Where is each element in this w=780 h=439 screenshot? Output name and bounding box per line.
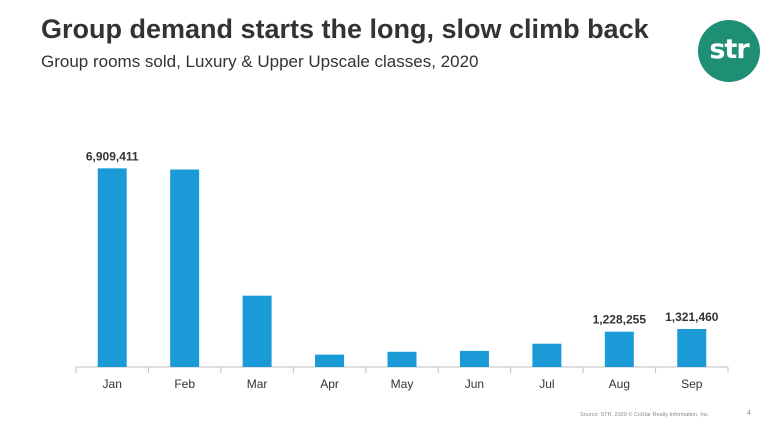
page-number: 4 (747, 410, 751, 417)
x-tick-label: Feb (174, 377, 195, 391)
bar-aug (604, 331, 634, 367)
bar-mar (242, 295, 272, 367)
data-label: 1,228,255 (593, 313, 647, 327)
str-logo: str (698, 20, 760, 82)
bar-jun (459, 350, 489, 367)
x-tick-label: Aug (609, 377, 630, 391)
slide-subtitle: Group rooms sold, Luxury & Upper Upscale… (41, 52, 479, 71)
x-tick-label: Jun (465, 377, 484, 391)
bar-feb (170, 169, 200, 367)
logo-text: str (709, 33, 749, 65)
source-note: Source: STR. 2020 © CoStar Realty Inform… (580, 412, 710, 418)
data-label: 6,909,411 (86, 149, 139, 163)
bar-sep (677, 329, 707, 367)
x-tick-label: Sep (681, 377, 703, 391)
data-label: 1,321,460 (665, 310, 719, 324)
x-tick-label: May (391, 377, 414, 391)
x-tick-label: Jul (539, 377, 554, 391)
x-tick-label: Jan (103, 377, 122, 391)
slide-title: Group demand starts the long, slow climb… (41, 14, 649, 44)
x-tick-label: Apr (320, 377, 339, 391)
x-tick-label: Mar (247, 377, 268, 391)
bar-apr (315, 354, 345, 367)
bar-jul (532, 343, 562, 367)
bar-jan (97, 168, 127, 367)
bar-may (387, 351, 417, 367)
